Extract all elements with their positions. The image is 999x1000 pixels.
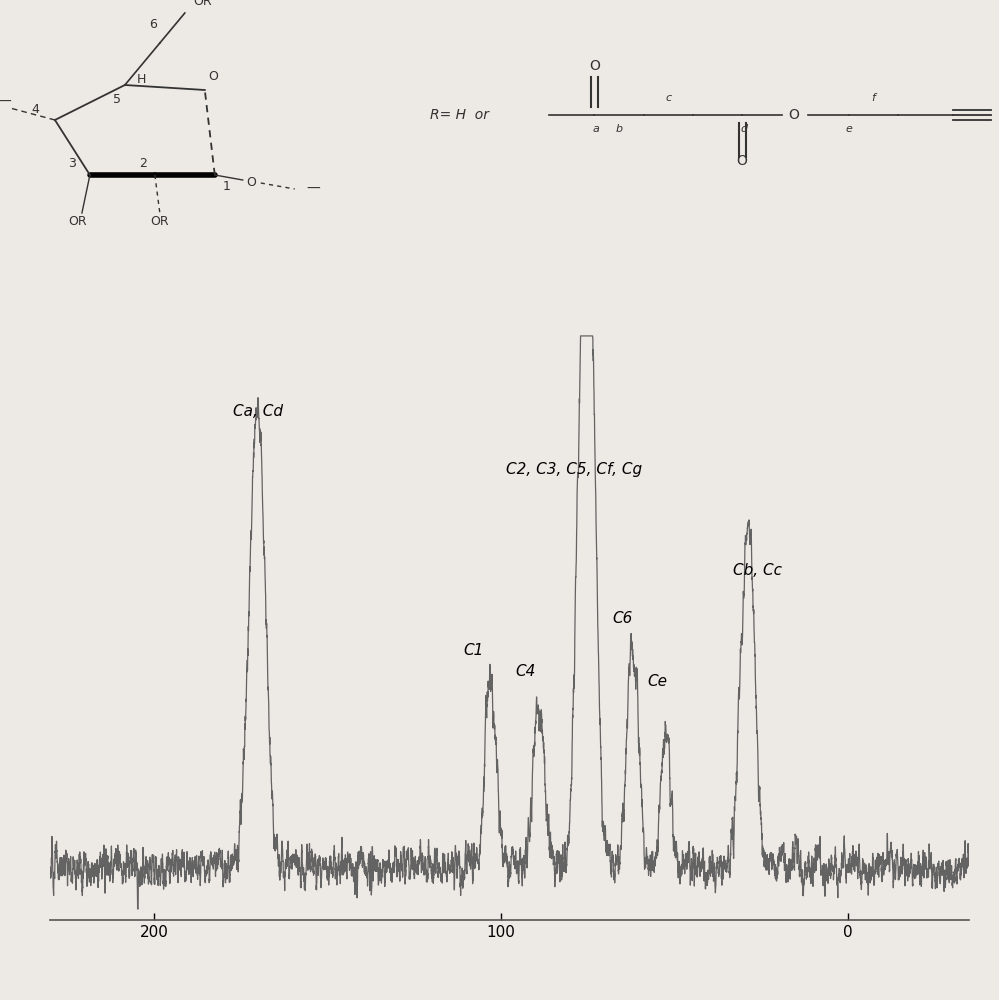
Text: OR: OR <box>193 0 212 8</box>
Text: OR: OR <box>69 215 87 228</box>
Text: —: — <box>307 182 321 196</box>
Text: a: a <box>593 124 599 134</box>
Text: 1: 1 <box>223 180 231 193</box>
Text: Ce: Ce <box>647 674 667 689</box>
Text: 6: 6 <box>149 18 157 31</box>
Text: C2, C3, C5, Cf, Cg: C2, C3, C5, Cf, Cg <box>505 462 641 477</box>
Text: 3: 3 <box>68 157 76 170</box>
Text: O: O <box>246 176 256 190</box>
Text: O: O <box>208 70 218 83</box>
Text: c: c <box>665 93 671 103</box>
Text: O: O <box>788 108 799 122</box>
Text: —: — <box>0 95 11 109</box>
Text: f: f <box>872 93 875 103</box>
Text: C4: C4 <box>514 664 535 679</box>
Text: 2: 2 <box>139 157 147 170</box>
Text: 5: 5 <box>113 93 121 106</box>
Text: OR: OR <box>151 215 169 228</box>
Text: O: O <box>736 154 747 168</box>
Text: 4: 4 <box>31 103 39 116</box>
Text: e: e <box>845 124 852 134</box>
Text: R= H  or: R= H or <box>430 108 489 122</box>
Text: Cb, Cc: Cb, Cc <box>733 563 782 578</box>
Text: Ca, Cd: Ca, Cd <box>233 404 283 419</box>
Text: C6: C6 <box>612 611 632 626</box>
Text: H: H <box>137 73 147 86</box>
Text: b: b <box>615 124 622 134</box>
Text: C1: C1 <box>463 643 484 658</box>
Text: O: O <box>589 59 599 73</box>
Text: d: d <box>740 124 747 134</box>
